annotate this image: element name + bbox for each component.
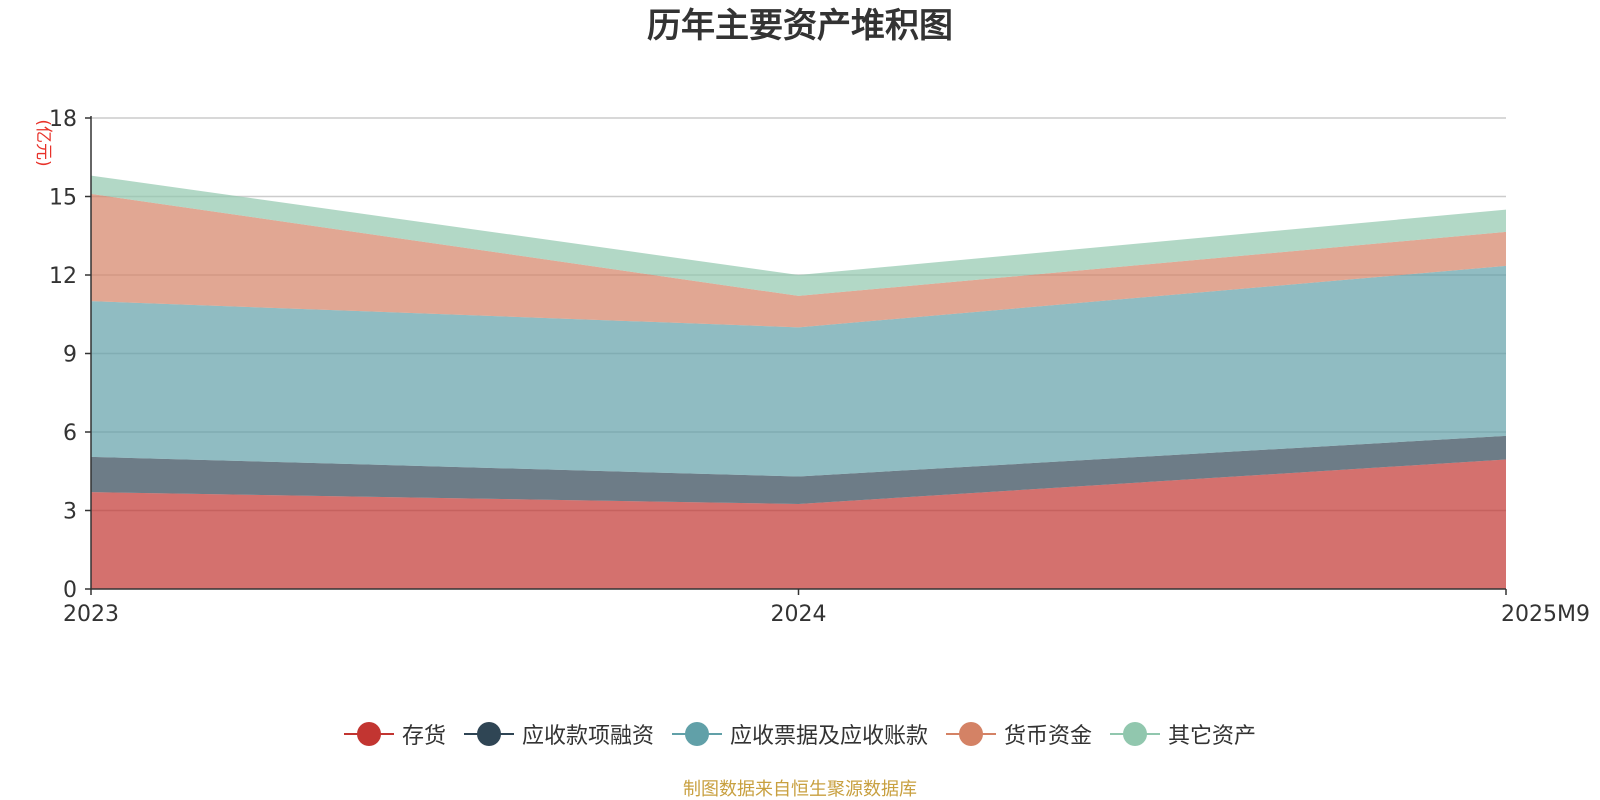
- area-series-2[interactable]: [91, 265, 1506, 477]
- legend-item[interactable]: 其它资产: [1110, 718, 1256, 750]
- area-series-3[interactable]: [91, 193, 1506, 328]
- area-series-1[interactable]: [91, 435, 1506, 504]
- legend-item[interactable]: 货币资金: [946, 718, 1092, 750]
- data-source-note: 制图数据来自恒生聚源数据库: [683, 779, 917, 800]
- axes: 0 3 6 9 12 15 18 2023 2024 2025M9: [49, 107, 1590, 627]
- y-tick-label: 9: [63, 343, 77, 368]
- legend-dot: [356, 722, 381, 746]
- legend-dot: [959, 722, 983, 746]
- x-tick-label: 2023: [63, 602, 119, 627]
- legend-dot: [1123, 722, 1148, 746]
- y-tick-label: 6: [63, 421, 77, 446]
- legend-item[interactable]: 应收款项融资: [463, 718, 654, 750]
- area-series: [91, 175, 1506, 589]
- legend-swatch: [671, 721, 722, 747]
- legend-item[interactable]: 应收票据及应收账款: [671, 718, 928, 750]
- legend-label: 存货: [401, 724, 446, 749]
- y-tick-label: 15: [49, 186, 77, 211]
- legend-item[interactable]: 存货: [343, 718, 446, 750]
- legend-swatch: [343, 721, 394, 747]
- y-tick-label: 3: [63, 500, 77, 525]
- area-series-4[interactable]: [91, 175, 1506, 296]
- legend-label: 其它资产: [1168, 724, 1257, 749]
- y-axis-unit-label: (亿元): [33, 119, 53, 166]
- chart-title: 历年主要资产堆积图: [647, 6, 953, 46]
- legend-label: 应收款项融资: [521, 724, 654, 749]
- legend-swatch: [463, 721, 514, 747]
- x-tick-label: 2024: [771, 602, 827, 627]
- legend: 存货 应收款项融资 应收票据及应收账款 货币资金 其它资产: [0, 718, 1600, 750]
- legend-dot: [684, 722, 709, 746]
- legend-dot: [476, 722, 501, 746]
- y-tick-label: 12: [49, 264, 77, 289]
- legend-swatch: [946, 721, 996, 747]
- legend-swatch: [1110, 721, 1161, 747]
- legend-label: 货币资金: [1004, 724, 1093, 749]
- x-tick-label: 2025M9: [1501, 602, 1590, 627]
- area-series-0[interactable]: [91, 459, 1506, 589]
- legend-label: 应收票据及应收账款: [729, 724, 928, 749]
- y-tick-label: 0: [63, 578, 77, 603]
- y-tick-label: 18: [49, 107, 77, 132]
